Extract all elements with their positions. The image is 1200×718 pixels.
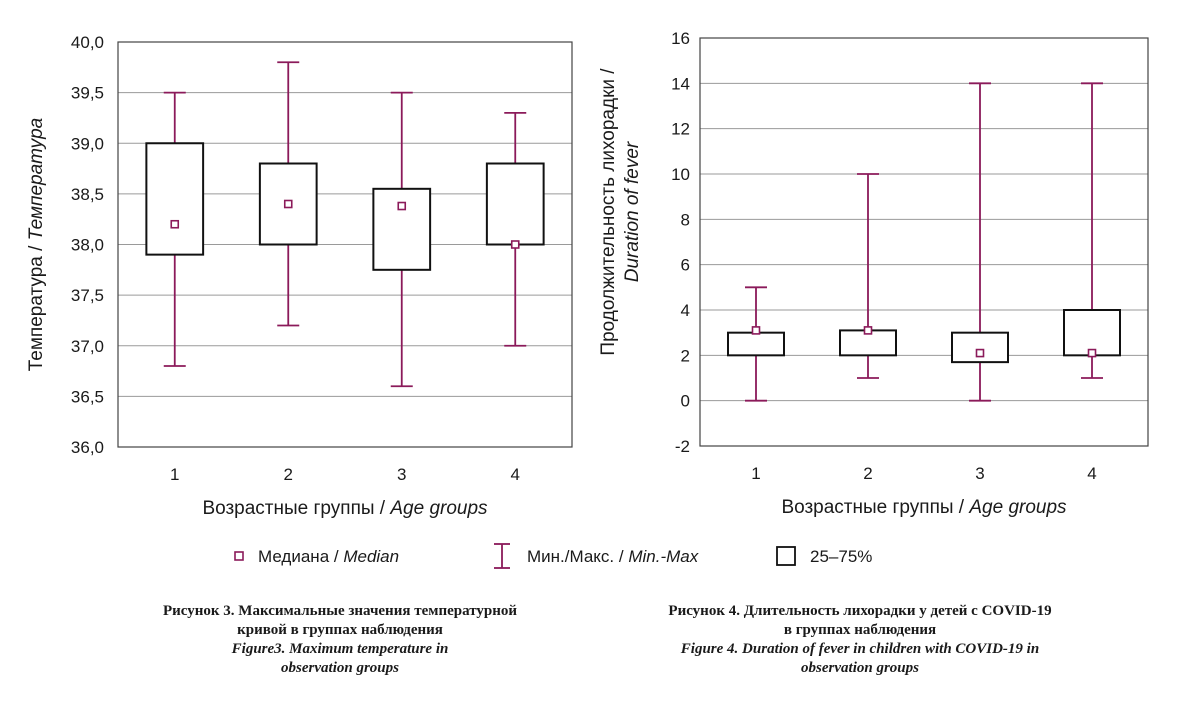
legend: Медиана / Median Мин./Макс. / Min.-Max 25–…	[234, 543, 872, 569]
x-axis-title-ru: Возрастные группы /	[202, 498, 390, 519]
y-tick-label: 12	[671, 120, 690, 139]
box-group-3	[951, 82, 1009, 402]
iqr-box	[372, 187, 432, 271]
x-axis-title: Возрастные группы / Age groups	[202, 498, 488, 519]
figure-4-caption: Рисунок 4. Длительность лихорадки у дете…	[600, 602, 1120, 678]
y-tick-label: 6	[681, 256, 690, 275]
figure-4-caption-ru-line-2: в группах наблюдения	[783, 622, 937, 638]
iqr-legend-icon	[776, 546, 796, 566]
box-group-2	[258, 61, 318, 327]
box-group-4	[1063, 82, 1121, 379]
x-tick-label: 2	[284, 465, 293, 484]
y-tick-label: 38,5	[71, 185, 104, 204]
x-axis-title-en: Age groups	[389, 498, 488, 519]
figure-4-caption-en-line-1: Figure 4. Duration of fever in children …	[680, 641, 1040, 657]
x-tick-label: 3	[397, 465, 406, 484]
y-tick-label: 38,0	[71, 236, 104, 255]
iqr-box	[145, 142, 205, 256]
y-axis-title-ru: Температура /	[26, 240, 47, 371]
x-axis-title-ru: Возрастные группы /	[781, 497, 969, 518]
iqr-box	[727, 331, 785, 357]
y-tick-label: -2	[675, 437, 690, 456]
y-tick-label: 10	[671, 165, 690, 184]
y-tick-label: 14	[671, 74, 690, 93]
x-tick-label: 2	[863, 464, 872, 483]
figure-3-caption-en-line-2: observation groups	[281, 660, 399, 676]
x-axis-title-en: Age groups	[968, 497, 1067, 518]
y-tick-label: 36,0	[71, 438, 104, 457]
plot-frame	[117, 41, 573, 448]
y-tick-label: 40,0	[71, 33, 104, 52]
y-axis-title-ru: Продолжительность лихорадки /	[598, 68, 619, 356]
x-tick-label: 4	[511, 465, 520, 484]
y-tick-label: 8	[681, 210, 690, 229]
x-axis-title: Возрастные группы / Age groups	[781, 497, 1067, 518]
y-tick-label: 37,5	[71, 286, 104, 305]
iqr-legend-label: 25–75%	[810, 547, 872, 566]
y-tick-label: 16	[671, 29, 690, 48]
figure-3-caption-ru-line-2: кривой в группах наблюдения	[237, 622, 443, 638]
box-group-1	[145, 91, 205, 367]
median-marker	[863, 326, 873, 335]
y-tick-label: 37,0	[71, 337, 104, 356]
y-tick-label: 36,5	[71, 387, 104, 406]
y-tick-label: 39,5	[71, 84, 104, 103]
median-marker	[1087, 348, 1097, 358]
temperature-boxplot-chart: 36,0 36,5 37,0 37,5 38,0 38,5 39,0 39,5 40,0 1 2 3 4…	[26, 33, 573, 519]
median-legend-label: Медиана / Median	[258, 547, 399, 566]
y-tick-label: 39,0	[71, 134, 104, 153]
iqr-box	[258, 162, 318, 246]
median-marker	[283, 199, 293, 209]
x-tick-label: 4	[1087, 464, 1096, 483]
figure-3-caption-ru-line-1: Рисунок 3. Максимальные значения темпера…	[162, 603, 518, 619]
figure-3-caption-en-line-1: Figure3. Maximum temperature in	[231, 641, 449, 657]
x-tick-label: 1	[751, 464, 760, 483]
median-marker	[397, 201, 407, 211]
minmax-legend-ru: Мин./Макс. /	[527, 547, 628, 566]
median-legend-icon	[234, 551, 244, 561]
iqr-box	[485, 162, 545, 246]
median-legend-en: Median	[343, 547, 399, 566]
median-marker	[975, 348, 985, 358]
y-tick-label: 4	[681, 301, 690, 320]
iqr-box	[951, 331, 1009, 364]
median-marker	[510, 240, 520, 249]
iqr-box	[1063, 309, 1121, 357]
median-legend-ru: Медиана /	[258, 547, 343, 566]
minmax-legend-en: Min.-Max	[628, 547, 698, 566]
y-axis-title-en: Температура	[26, 118, 47, 241]
x-tick-label: 1	[170, 465, 179, 484]
box-group-3	[372, 91, 432, 388]
minmax-legend-label: Мин./Макс. / Min.-Max	[527, 547, 699, 566]
plot-frame	[699, 37, 1149, 447]
y-axis-title-en: Duration of fever	[622, 141, 643, 282]
y-tick-label: 2	[681, 346, 690, 365]
box-group-1	[727, 286, 785, 402]
x-tick-label: 3	[975, 464, 984, 483]
median-marker	[170, 219, 180, 229]
y-axis-title: Температура / Температура	[26, 118, 47, 371]
y-tick-label: 0	[681, 392, 690, 411]
figure-4-caption-en-line-2: observation groups	[801, 660, 919, 676]
box-group-4	[485, 111, 545, 347]
median-marker	[751, 326, 761, 335]
figure-3-caption: Рисунок 3. Максимальные значения темпера…	[80, 602, 600, 678]
figure-4-caption-ru-line-1: Рисунок 4. Длительность лихорадки у дете…	[668, 603, 1052, 619]
box-group-2	[839, 173, 897, 379]
